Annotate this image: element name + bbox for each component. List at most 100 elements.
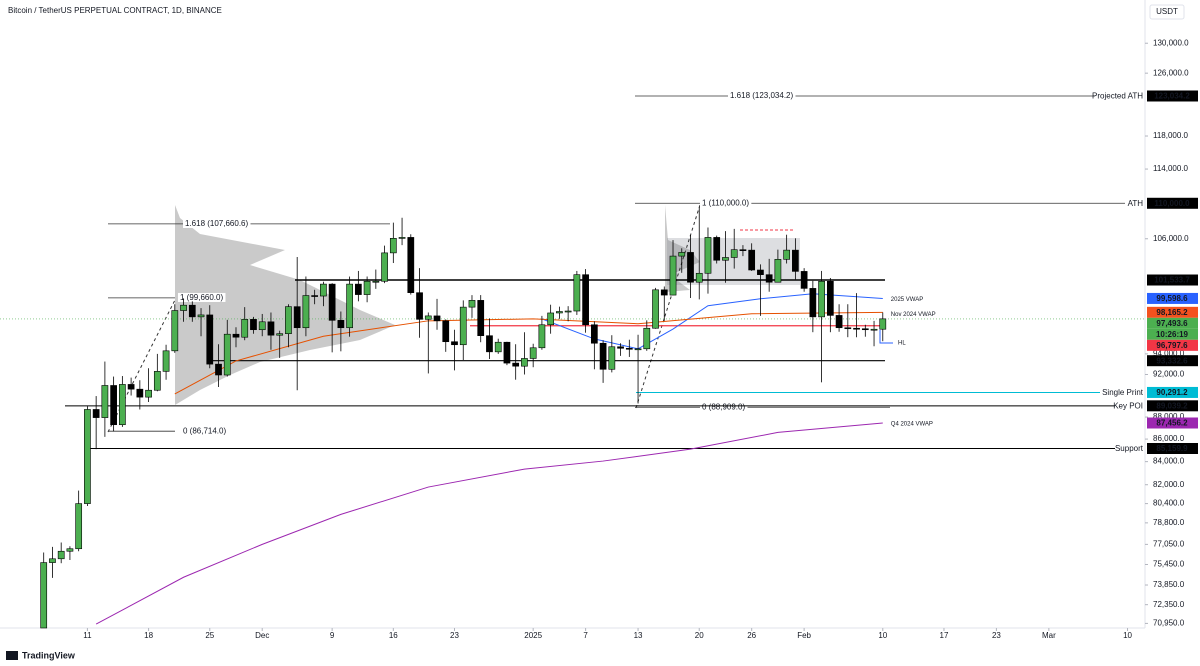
candle-body (311, 295, 319, 297)
price-box-label: 97,493.6 (1156, 319, 1188, 328)
candle-body (757, 269, 764, 275)
candle-body (267, 321, 275, 336)
y-tick-label: 72,350.0 (1153, 600, 1185, 609)
x-tick-label: 9 (330, 631, 335, 640)
fib-label-bg (178, 292, 226, 302)
candle-body (398, 237, 406, 239)
y-tick-label: 80,400.0 (1153, 499, 1185, 508)
price-box-label: 99,598.6 (1156, 294, 1188, 303)
candle-body (92, 409, 100, 418)
candle-body (451, 341, 458, 346)
y-tick-label: 82,000.0 (1153, 480, 1185, 489)
candle-body (119, 384, 126, 426)
candle-body (372, 280, 380, 283)
candle-body (145, 389, 152, 398)
candle-body (564, 310, 572, 313)
level-name: ATH (1128, 199, 1144, 208)
candle-body (809, 288, 817, 318)
price-box-label: 101,533.7 (1154, 276, 1190, 285)
y-tick-label: 106,000.0 (1153, 234, 1189, 243)
candle-body (730, 249, 738, 258)
vwap-label: Nov 2024 VWAP (891, 312, 936, 318)
price-box-label: 89,039.2 (1156, 401, 1188, 410)
candle-body (241, 319, 249, 338)
candle-body (477, 300, 485, 337)
y-tick-label: 88,000.0 (1153, 412, 1185, 421)
candle-body (110, 385, 117, 426)
candle-body (783, 249, 791, 260)
x-tick-label: 13 (634, 631, 643, 640)
x-tick-label: 20 (695, 631, 704, 640)
currency: USDT (1156, 7, 1178, 16)
price-box-label: 87,456.2 (1156, 419, 1188, 428)
candle-body (765, 274, 773, 283)
vwap-line (541, 293, 883, 350)
x-tick-label: Feb (797, 631, 811, 640)
candle-body (870, 328, 878, 331)
price-box (1147, 339, 1198, 351)
candle-body (687, 252, 694, 283)
candle-body (40, 562, 48, 629)
vwap-label: 2025 VWAP (891, 297, 923, 303)
x-tick-label: 26 (747, 631, 756, 640)
candle-body (494, 341, 502, 353)
candle-body (853, 327, 860, 330)
candle-body (215, 363, 222, 376)
candle-body (590, 324, 598, 344)
candle-body (389, 238, 397, 254)
candle-body (826, 280, 834, 316)
candle-body (608, 346, 616, 370)
x-tick-label: 18 (144, 631, 153, 640)
candle-body (634, 348, 642, 351)
x-tick-label: 10 (1123, 631, 1132, 640)
candle-body (66, 548, 74, 552)
y-tick-label: 75,450.0 (1153, 560, 1185, 569)
candle-body (206, 314, 214, 365)
x-tick-label: Dec (255, 631, 269, 640)
candle-body (127, 384, 135, 390)
price-box (1147, 306, 1198, 318)
vwap-line (95, 422, 883, 625)
price-box-label: 10:26:19 (1156, 330, 1189, 339)
price-box (1147, 90, 1198, 102)
candle-body (285, 306, 292, 335)
price-box-label: 98,165.2 (1156, 308, 1188, 317)
vwap-label: Q4 2024 VWAP (891, 422, 933, 428)
candle-body (153, 371, 161, 391)
price-box-label: 110,000.0 (1154, 199, 1190, 208)
level-name: Key POI (1113, 401, 1143, 410)
candle-body (232, 333, 240, 338)
candle-body (258, 321, 266, 331)
y-tick-label: 73,850.0 (1153, 580, 1185, 589)
candle-body (197, 314, 205, 318)
candle-body (879, 318, 887, 330)
fib-label-bg (728, 91, 796, 101)
fib-label: 1.618 (123,034.2) (730, 91, 793, 100)
price-box-label: 93,332.6 (1156, 356, 1188, 365)
candle-body (512, 362, 520, 367)
candle-body (320, 283, 327, 297)
price-box (1147, 386, 1198, 398)
y-tick-label: 78,800.0 (1153, 518, 1185, 527)
x-tick-label: 23 (450, 631, 459, 640)
fib-label-bg (700, 402, 748, 412)
candle-body (49, 558, 56, 563)
candle-body (180, 304, 187, 311)
candle-body (346, 283, 353, 329)
candle-body (521, 358, 528, 367)
y-tick-label: 130,000.0 (1153, 38, 1189, 47)
level-name: Support (1115, 444, 1144, 453)
candle-body (442, 320, 450, 343)
price-box-label: 123,034.2 (1154, 92, 1190, 101)
candle-body (774, 259, 782, 283)
y-tick-label: 77,050.0 (1153, 539, 1185, 548)
candle-body (171, 310, 179, 352)
y-tick-label: 92,000.0 (1153, 370, 1185, 379)
x-tick-label: 11 (83, 631, 92, 640)
candle-body (669, 255, 677, 296)
fib-label: 1 (99,660.0) (180, 293, 223, 302)
price-box (1147, 274, 1198, 286)
x-tick-label: 10 (878, 631, 887, 640)
price-box (1147, 442, 1198, 454)
candle-body (276, 333, 284, 336)
